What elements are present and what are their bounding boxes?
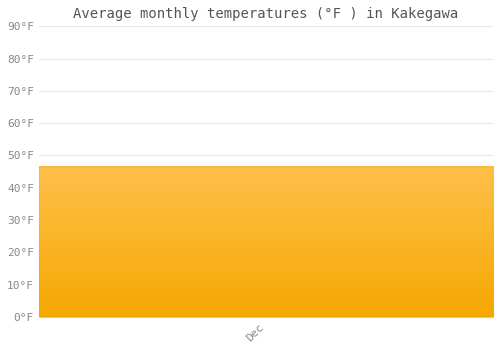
Title: Average monthly temperatures (°F ) in Kakegawa: Average monthly temperatures (°F ) in Ka…: [74, 7, 458, 21]
Bar: [39, 167, 493, 317]
